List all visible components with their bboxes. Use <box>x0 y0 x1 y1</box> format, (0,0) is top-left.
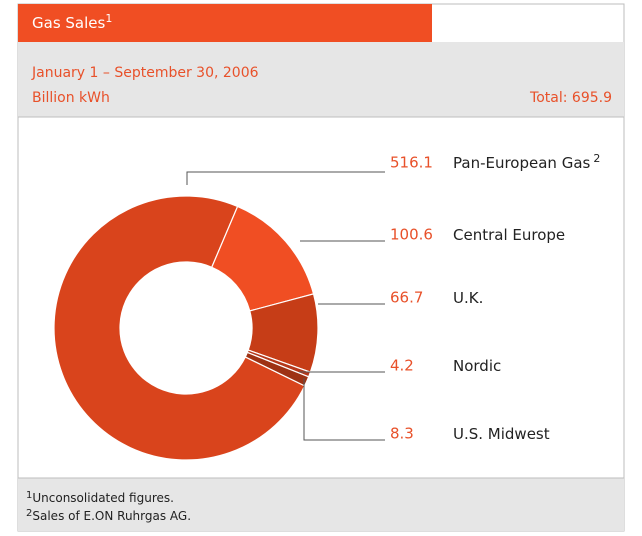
legend-label: Nordic <box>453 357 501 375</box>
slice <box>53 195 306 461</box>
legend-label: U.S. Midwest <box>453 425 550 443</box>
slice <box>244 351 310 387</box>
unit: Billion kWh <box>32 90 110 106</box>
header-bar <box>18 4 432 42</box>
value-label: 66.7 <box>390 289 423 307</box>
value-label: 100.6 <box>390 226 433 244</box>
value-label: 8.3 <box>390 425 414 443</box>
legend-name: U.S. Midwest <box>453 425 550 443</box>
value-label: 516.1 <box>390 154 433 172</box>
leader-line <box>186 171 385 185</box>
footnote-mark: 1 <box>26 490 32 501</box>
legend-note: 2 <box>593 152 600 165</box>
footnote: 2Sales of E.ON Ruhrgas AG. <box>26 508 191 523</box>
title-note: 1 <box>105 12 112 25</box>
footnote-text: Unconsolidated figures. <box>32 491 174 505</box>
legend-name: Pan-European Gas <box>453 154 591 172</box>
legend-label: U.K. <box>453 289 483 307</box>
footnote-text: Sales of E.ON Ruhrgas AG. <box>32 509 191 523</box>
subtitle-band <box>18 42 624 117</box>
footnote: 1Unconsolidated figures. <box>26 490 174 505</box>
subtitle: January 1 – September 30, 2006 <box>31 65 259 81</box>
legend-name: Nordic <box>453 357 501 375</box>
footer-band <box>18 478 624 531</box>
footnote-mark: 2 <box>26 508 32 519</box>
legend-label: Central Europe <box>453 226 565 244</box>
legend-name: Central Europe <box>453 226 565 244</box>
leader-line <box>303 378 385 441</box>
footnotes: 1Unconsolidated figures.2Sales of E.ON R… <box>26 490 191 523</box>
legend-name: U.K. <box>453 289 483 307</box>
legend-label: Pan-European Gas 2 <box>453 152 600 172</box>
title-text: Gas Sales <box>32 14 106 32</box>
value-label: 4.2 <box>390 357 414 375</box>
chart-title: Gas Sales1 <box>32 12 112 32</box>
total: Total: 695.9 <box>529 90 612 106</box>
